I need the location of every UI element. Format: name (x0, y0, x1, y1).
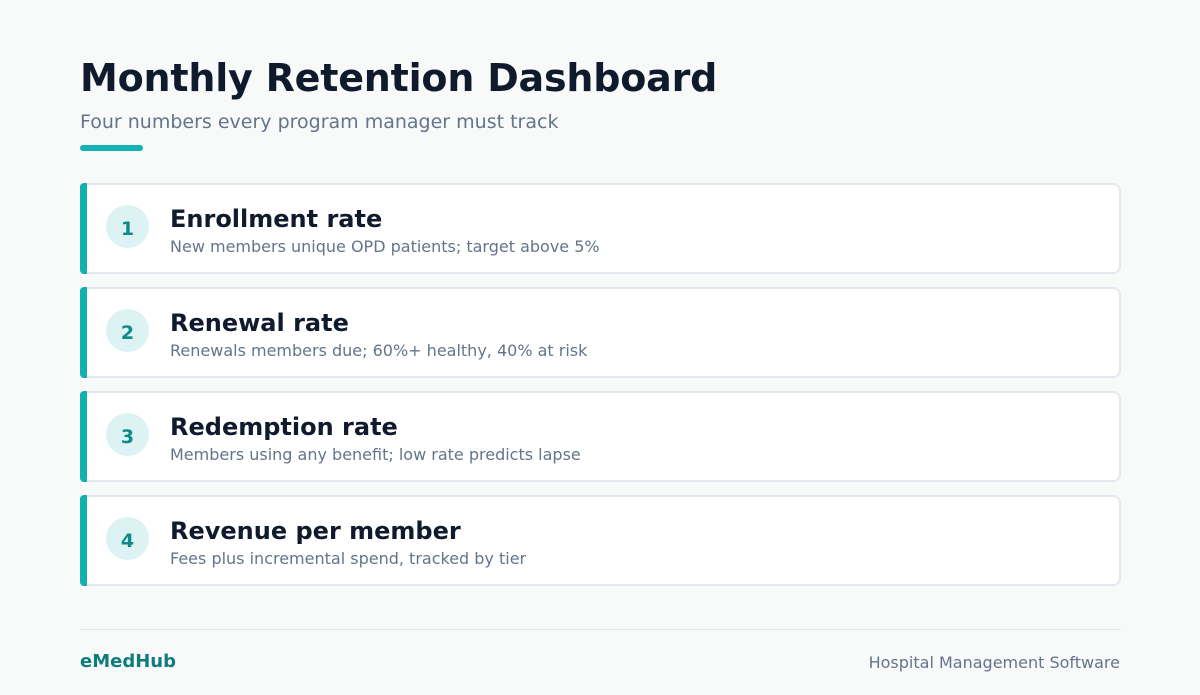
page-subtitle: Four numbers every program manager must … (80, 111, 559, 133)
metric-description: Renewals members due; 60%+ healthy, 40% … (170, 341, 588, 360)
metric-title: Enrollment rate (170, 205, 383, 233)
card-accent-bar (80, 495, 87, 586)
metric-description: Fees plus incremental spend, tracked by … (170, 549, 527, 568)
card-accent-bar (80, 391, 87, 482)
metric-number-badge: 3 (106, 413, 149, 456)
title-accent-divider (80, 145, 143, 151)
metric-number-badge: 2 (106, 309, 149, 352)
brand-logo-text: eMedHub (80, 651, 176, 672)
footer-divider (80, 629, 1121, 630)
metric-title: Renewal rate (170, 309, 349, 337)
card-accent-bar (80, 287, 87, 378)
metric-title: Redemption rate (170, 413, 398, 441)
metrics-list: 1 Enrollment rate New members unique OPD… (80, 183, 1121, 599)
metric-title: Revenue per member (170, 517, 461, 545)
card-accent-bar (80, 183, 87, 274)
footer-tagline: Hospital Management Software (868, 653, 1120, 672)
metric-card-redemption-rate: 3 Redemption rate Members using any bene… (80, 391, 1121, 482)
metric-card-revenue-per-member: 4 Revenue per member Fees plus increment… (80, 495, 1121, 586)
metric-description: New members unique OPD patients; target … (170, 237, 600, 256)
metric-description: Members using any benefit; low rate pred… (170, 445, 581, 464)
metric-number-badge: 4 (106, 517, 149, 560)
metric-number-badge: 1 (106, 205, 149, 248)
page-title: Monthly Retention Dashboard (80, 56, 718, 100)
metric-card-enrollment-rate: 1 Enrollment rate New members unique OPD… (80, 183, 1121, 274)
metric-card-renewal-rate: 2 Renewal rate Renewals members due; 60%… (80, 287, 1121, 378)
